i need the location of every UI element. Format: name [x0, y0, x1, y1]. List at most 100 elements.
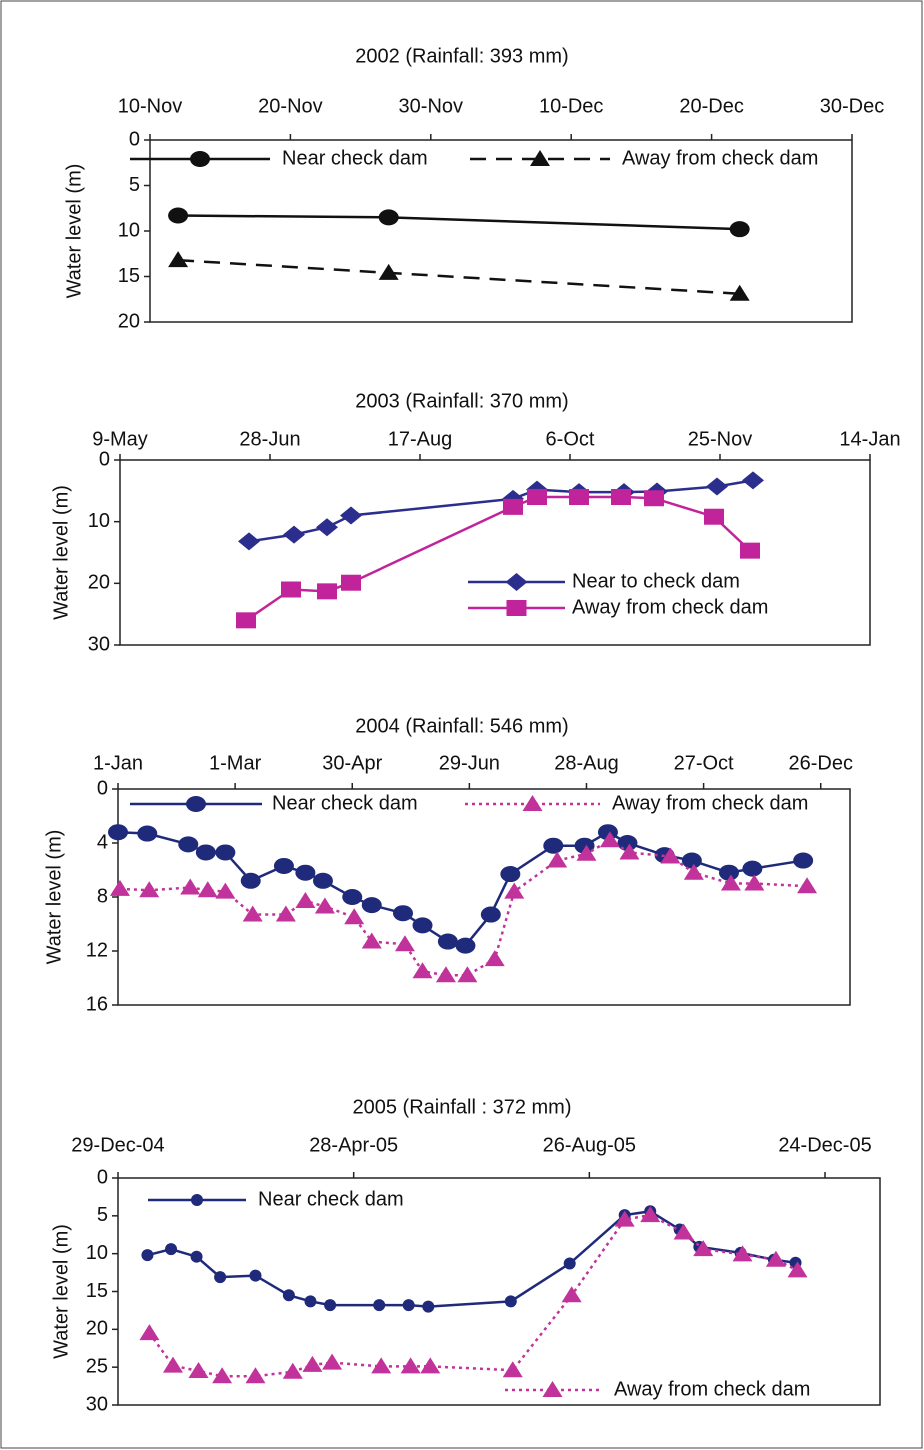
legend-marker	[190, 151, 210, 167]
marker	[787, 1261, 808, 1278]
marker	[197, 881, 218, 898]
y-tick-label: 10	[86, 1242, 108, 1264]
marker	[212, 1367, 233, 1384]
marker	[180, 878, 201, 895]
marker	[139, 881, 160, 898]
marker	[569, 489, 589, 505]
marker	[793, 852, 814, 869]
x-tick-label: 10-Nov	[118, 95, 182, 117]
marker	[236, 612, 256, 629]
legend-label: Near check dam	[282, 147, 428, 169]
marker	[640, 1206, 661, 1223]
y-tick-label: 15	[86, 1280, 108, 1302]
y-tick-label: 0	[97, 1166, 108, 1188]
marker	[742, 471, 764, 490]
marker	[543, 837, 564, 854]
x-tick-label: 28-Jun	[239, 428, 300, 450]
legend-label: Near check dam	[258, 1188, 404, 1210]
marker	[797, 877, 818, 894]
plot-frame	[117, 1177, 881, 1406]
marker	[109, 879, 130, 896]
marker	[195, 844, 216, 861]
marker	[371, 1357, 392, 1374]
x-tick-label: 6-Oct	[546, 428, 595, 450]
marker	[740, 542, 760, 559]
x-tick-label: 26-Aug-05	[543, 1134, 636, 1156]
marker	[341, 574, 361, 591]
y-tick-label: 5	[97, 1204, 108, 1226]
chart-title: 2005 (Rainfall : 372 mm)	[353, 1096, 572, 1118]
marker	[165, 1243, 178, 1256]
marker	[547, 851, 568, 868]
marker	[412, 917, 433, 934]
marker	[340, 506, 362, 525]
marker	[168, 207, 189, 224]
marker	[503, 498, 523, 515]
marker	[242, 905, 263, 922]
chart-title: 2003 (Rainfall: 370 mm)	[355, 390, 568, 412]
marker	[412, 962, 433, 979]
x-tick-label: 30-Apr	[322, 752, 382, 774]
marker	[378, 263, 399, 280]
marker	[480, 906, 501, 923]
marker	[108, 824, 128, 841]
series-line	[178, 214, 740, 231]
marker	[742, 860, 763, 877]
series-line	[147, 1209, 796, 1308]
marker	[644, 490, 664, 507]
x-tick-label: 29-Jun	[439, 752, 500, 774]
marker	[245, 1367, 266, 1384]
marker	[361, 897, 382, 914]
x-tick-label: 28-Apr-05	[309, 1134, 398, 1156]
marker	[402, 1299, 415, 1312]
marker	[683, 863, 704, 880]
x-tick-label: 17-Aug	[388, 428, 453, 450]
y-axis-label: Water level (m)	[43, 830, 65, 965]
y-tick-label: 15	[118, 265, 140, 287]
x-tick-label: 9-May	[92, 428, 148, 450]
marker	[576, 844, 597, 861]
x-tick-label: 29-Dec-04	[71, 1134, 164, 1156]
marker	[317, 583, 337, 600]
marker	[312, 872, 333, 889]
marker	[281, 581, 301, 598]
x-tick-label: 25-Nov	[688, 428, 752, 450]
y-tick-label: 5	[129, 174, 140, 196]
marker	[249, 1269, 262, 1282]
y-axis-label: Water level (m)	[50, 1224, 72, 1359]
marker	[273, 857, 294, 874]
marker	[502, 1361, 523, 1378]
marker	[188, 1361, 209, 1378]
marker	[137, 825, 158, 842]
marker	[373, 1299, 386, 1312]
y-axis-label: Water level (m)	[50, 485, 72, 620]
legend-label: Near to check dam	[572, 570, 740, 592]
x-tick-label: 30-Dec	[820, 95, 884, 117]
legend-marker	[505, 573, 528, 591]
marker	[214, 1271, 227, 1284]
x-tick-label: 1-Mar	[209, 752, 262, 774]
marker	[504, 1295, 517, 1308]
marker	[563, 1257, 576, 1270]
y-tick-label: 0	[97, 777, 108, 799]
x-tick-label: 27-Oct	[674, 752, 734, 774]
marker	[295, 892, 316, 909]
y-tick-label: 30	[86, 1393, 108, 1415]
marker	[455, 937, 476, 954]
marker	[324, 1299, 337, 1312]
marker	[744, 874, 765, 891]
marker	[420, 1357, 441, 1374]
y-tick-label: 4	[97, 831, 108, 853]
marker	[378, 209, 399, 226]
marker	[611, 489, 631, 505]
marker	[500, 866, 521, 883]
plot-frame	[119, 459, 871, 646]
marker	[527, 489, 547, 505]
marker	[282, 1362, 303, 1379]
marker	[178, 836, 199, 853]
legend-marker	[506, 600, 527, 616]
marker	[361, 932, 382, 949]
legend-label: Away from check dam	[614, 1378, 810, 1400]
marker	[240, 872, 261, 889]
marker	[706, 477, 728, 496]
